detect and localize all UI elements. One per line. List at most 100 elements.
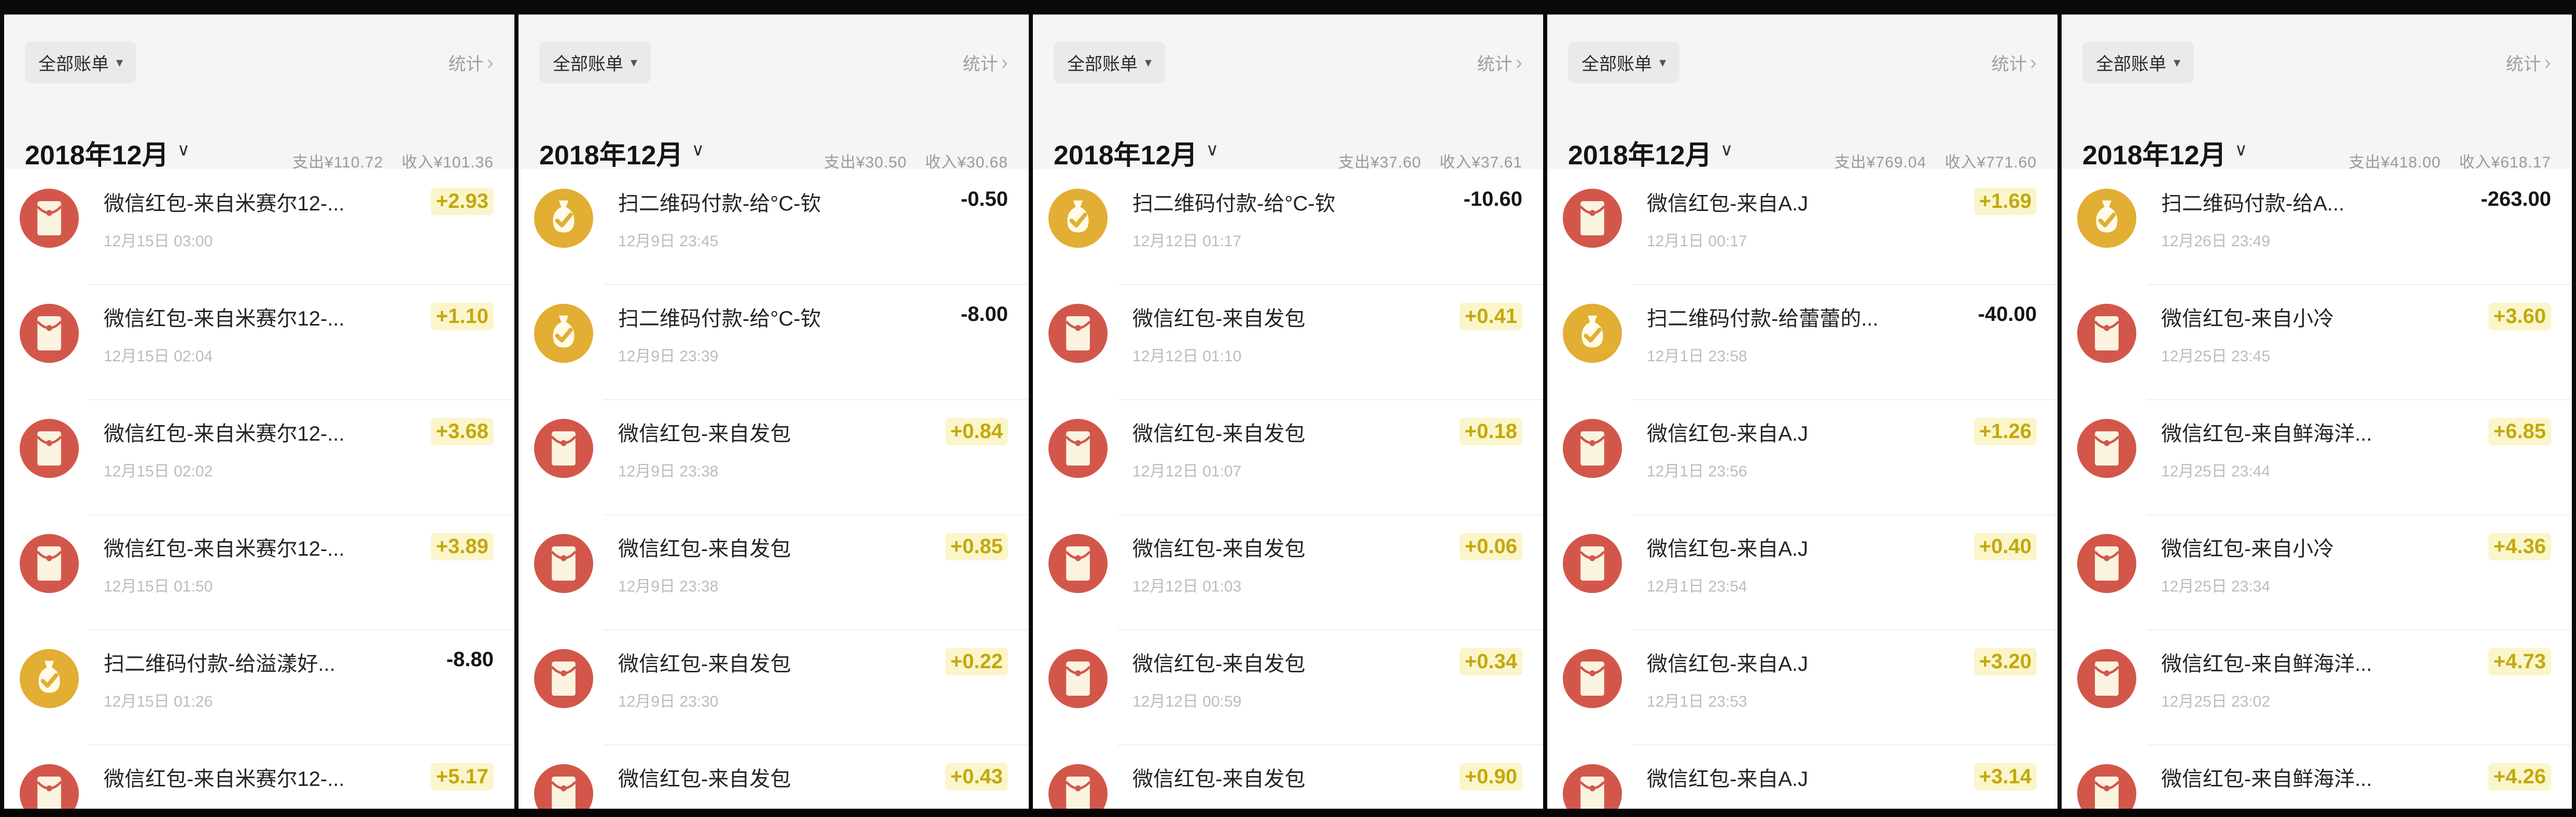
month-income: 收入¥618.17 (2459, 154, 2551, 171)
transaction-row[interactable]: 微信红包-来自发包 12月12日 00:59 +0.34 (1033, 629, 1543, 744)
chevron-down-icon: ∨ (2234, 139, 2248, 160)
transaction-date: 12月26日 23:49 (2161, 233, 2271, 250)
month-selector[interactable]: 2018年12月 ∨ (1568, 133, 1733, 172)
red-packet-icon (20, 419, 79, 478)
transaction-row[interactable]: 微信红包-来自A.J 12月1日 23:54 +0.40 (1547, 514, 2057, 629)
transaction-row[interactable]: 微信红包-来自鲜海洋... 12月25日 23:02 +4.73 (2062, 629, 2572, 744)
transaction-title: 微信红包-来自米赛尔12-... (104, 192, 345, 215)
transaction-date: 12月15日 03:00 (104, 233, 213, 250)
transaction-row[interactable]: 微信红包-来自米赛尔12-... 12月15日 02:04 +1.10 (4, 284, 514, 399)
transaction-list: 微信红包-来自米赛尔12-... 12月15日 03:00 +2.93 微信红包-来自… (4, 169, 514, 809)
transaction-date: 12月25日 23:45 (2161, 348, 2271, 365)
bill-header: 全部账单 ▾ 统计 › 2018年12月 ∨ 支出¥110.72 收入¥101.… (4, 15, 514, 172)
chevron-down-icon: ∨ (691, 139, 705, 160)
red-packet-icon (1563, 534, 1622, 593)
transaction-amount: +0.43 (945, 763, 1008, 791)
month-label: 2018年12月 (539, 140, 683, 171)
transaction-row[interactable]: 微信红包-来自A.J 12月1日 23:56 +1.26 (1547, 399, 2057, 514)
red-packet-icon (534, 419, 593, 478)
month-label: 2018年12月 (1054, 140, 1198, 171)
red-packet-icon (2077, 419, 2136, 478)
transaction-row[interactable]: 扫二维码付款-给°C-钦 12月9日 23:39 -8.00 (519, 284, 1029, 399)
account-filter-dropdown[interactable]: 全部账单 ▾ (25, 41, 137, 83)
account-filter-dropdown[interactable]: 全部账单 ▾ (539, 41, 651, 83)
transaction-row[interactable]: 扫二维码付款-给蕾蕾的... 12月1日 23:58 -40.00 (1547, 284, 2057, 399)
transaction-row[interactable]: 微信红包-来自米赛尔12-... +5.17 (4, 744, 514, 809)
transaction-row[interactable]: 微信红包-来自发包 +0.43 (519, 744, 1029, 809)
money-bag-icon (2077, 189, 2136, 248)
transaction-row[interactable]: 微信红包-来自发包 12月12日 01:07 +0.18 (1033, 399, 1543, 514)
transaction-amount: +6.85 (2488, 418, 2551, 445)
transaction-row[interactable]: 微信红包-来自发包 12月9日 23:38 +0.84 (519, 399, 1029, 514)
transaction-date: 12月12日 01:10 (1132, 348, 1242, 365)
transaction-row[interactable]: 扫二维码付款-给A... 12月26日 23:49 -263.00 (2062, 169, 2572, 284)
transaction-amount: -10.60 (1463, 188, 1522, 210)
account-filter-dropdown[interactable]: 全部账单 ▾ (1568, 41, 1680, 83)
transaction-row[interactable]: 扫二维码付款-给溢漾好... 12月15日 01:26 -8.80 (4, 629, 514, 744)
statistics-link[interactable]: 统计 › (1992, 50, 2037, 75)
statistics-link[interactable]: 统计 › (449, 50, 494, 75)
filter-label: 全部账单 (553, 54, 623, 74)
transaction-amount: +0.18 (1459, 418, 1522, 445)
transaction-title: 微信红包-来自鲜海洋... (2161, 653, 2372, 675)
month-selector[interactable]: 2018年12月 ∨ (25, 133, 190, 172)
transaction-row[interactable]: 微信红包-来自发包 12月9日 23:38 +0.85 (519, 514, 1029, 629)
wechat-bill-screen: 全部账单 ▾ 统计 › 2018年12月 ∨ 支出¥110.72 收入¥101.… (4, 15, 514, 809)
caret-down-icon: ▾ (631, 54, 638, 70)
chevron-down-icon: ∨ (1720, 139, 1733, 160)
transaction-row[interactable]: 微信红包-来自米赛尔12-... 12月15日 01:50 +3.89 (4, 514, 514, 629)
transaction-amount: +3.89 (430, 533, 494, 560)
transaction-row[interactable]: 微信红包-来自发包 +0.90 (1033, 744, 1543, 809)
transaction-title: 微信红包-来自发包 (618, 422, 791, 445)
transaction-title: 微信红包-来自米赛尔12-... (104, 307, 345, 330)
month-income: 收入¥30.68 (925, 154, 1008, 171)
transaction-row[interactable]: 扫二维码付款-给°C-钦 12月9日 23:45 -0.50 (519, 169, 1029, 284)
filter-label: 全部账单 (1581, 54, 1652, 74)
transaction-row[interactable]: 微信红包-来自发包 12月12日 01:03 +0.06 (1033, 514, 1543, 629)
transaction-row[interactable]: 微信红包-来自鲜海洋... 12月25日 23:44 +6.85 (2062, 399, 2572, 514)
transaction-amount: -0.50 (960, 188, 1008, 210)
transaction-row[interactable]: 微信红包-来自发包 12月9日 23:30 +0.22 (519, 629, 1029, 744)
transaction-row[interactable]: 微信红包-来自米赛尔12-... 12月15日 02:02 +3.68 (4, 399, 514, 514)
transaction-title: 微信红包-来自米赛尔12-... (104, 422, 345, 445)
month-selector[interactable]: 2018年12月 ∨ (1054, 133, 1219, 172)
transaction-row[interactable]: 微信红包-来自发包 12月12日 01:10 +0.41 (1033, 284, 1543, 399)
month-label: 2018年12月 (2082, 140, 2227, 171)
transaction-row[interactable]: 微信红包-来自米赛尔12-... 12月15日 03:00 +2.93 (4, 169, 514, 284)
statistics-label: 统计 (448, 54, 484, 74)
transaction-date: 12月15日 02:04 (104, 348, 213, 365)
transaction-amount: +4.36 (2488, 533, 2551, 560)
transaction-row[interactable]: 扫二维码付款-给°C-钦 12月12日 01:17 -10.60 (1033, 169, 1543, 284)
transaction-row[interactable]: 微信红包-来自小冷 12月25日 23:34 +4.36 (2062, 514, 2572, 629)
month-expense: 支出¥769.04 (1834, 154, 1927, 171)
transaction-row[interactable]: 微信红包-来自小冷 12月25日 23:45 +3.60 (2062, 284, 2572, 399)
wechat-bill-screen: 全部账单 ▾ 统计 › 2018年12月 ∨ 支出¥418.00 收入¥618.… (2062, 15, 2572, 809)
account-filter-dropdown[interactable]: 全部账单 ▾ (1054, 41, 1166, 83)
transaction-row[interactable]: 微信红包-来自A.J 12月1日 00:17 +1.69 (1547, 169, 2057, 284)
statistics-link[interactable]: 统计 › (963, 50, 1008, 75)
transaction-date: 12月9日 23:38 (618, 578, 719, 595)
statistics-link[interactable]: 统计 › (2506, 50, 2551, 75)
transaction-amount: +3.68 (430, 418, 494, 445)
transaction-title: 微信红包-来自小冷 (2161, 538, 2334, 560)
transaction-date: 12月1日 23:56 (1647, 463, 1747, 480)
month-selector[interactable]: 2018年12月 ∨ (2082, 133, 2247, 172)
transaction-amount: +0.34 (1459, 648, 1522, 675)
month-selector[interactable]: 2018年12月 ∨ (539, 133, 704, 172)
red-packet-icon (1048, 534, 1108, 593)
account-filter-dropdown[interactable]: 全部账单 ▾ (2082, 41, 2194, 83)
month-income: 收入¥101.36 (401, 154, 494, 171)
transaction-row[interactable]: 微信红包-来自鲜海洋... +4.26 (2062, 744, 2572, 809)
transaction-title: 微信红包-来自小冷 (2161, 307, 2334, 330)
transaction-row[interactable]: 微信红包-来自A.J +3.14 (1547, 744, 2057, 809)
transaction-date: 12月25日 23:34 (2161, 578, 2271, 595)
statistics-link[interactable]: 统计 › (1477, 50, 1522, 75)
red-packet-icon (20, 189, 79, 248)
transaction-date: 12月1日 23:54 (1647, 578, 1747, 595)
red-packet-icon (1048, 649, 1108, 708)
red-packet-icon (1563, 649, 1622, 708)
transaction-row[interactable]: 微信红包-来自A.J 12月1日 23:53 +3.20 (1547, 629, 2057, 744)
transaction-title: 微信红包-来自A.J (1647, 768, 1809, 791)
month-summary: 支出¥418.00 收入¥618.17 (2335, 149, 2551, 172)
caret-down-icon: ▾ (2174, 54, 2181, 70)
